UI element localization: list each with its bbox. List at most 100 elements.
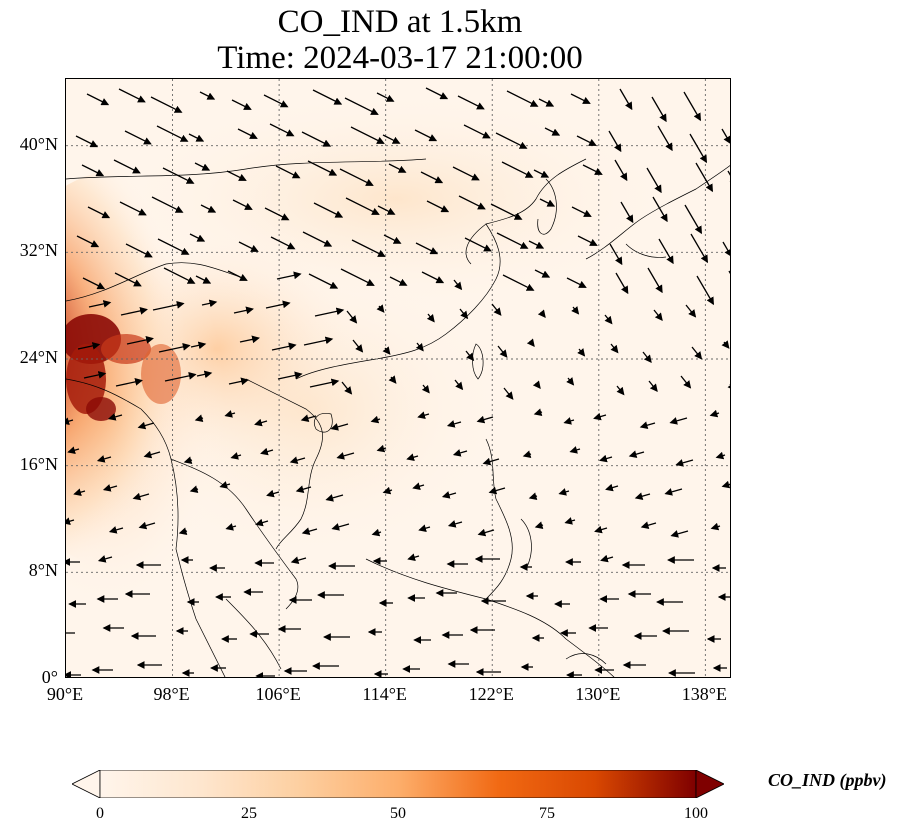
wind-arrow xyxy=(722,241,730,258)
wind-arrow xyxy=(233,306,254,315)
wind-arrow xyxy=(482,457,500,466)
wind-arrow xyxy=(646,167,662,194)
wind-arrow xyxy=(76,235,100,248)
wind-arrow xyxy=(118,88,146,103)
wind-arrow xyxy=(232,199,253,210)
wind-arrow xyxy=(415,342,424,352)
wind-arrow xyxy=(67,446,80,454)
wind-arrow xyxy=(309,378,340,388)
wind-arrow xyxy=(388,163,407,173)
wind-arrow xyxy=(83,371,107,379)
wind-arrow xyxy=(143,450,161,459)
wind-arrow xyxy=(528,492,538,500)
wind-arrow xyxy=(339,168,374,186)
wind-arrow xyxy=(225,523,237,531)
wind-arrow xyxy=(200,204,217,213)
wind-arrow xyxy=(138,521,156,530)
wind-arrow xyxy=(658,238,674,265)
wind-arrow xyxy=(227,270,248,281)
wind-arrow xyxy=(615,272,629,295)
wind-arrow xyxy=(336,452,355,460)
wind-arrow xyxy=(330,423,349,431)
wind-arrow xyxy=(691,346,703,360)
wind-arrow xyxy=(605,483,619,492)
colorbar-tick-label: 50 xyxy=(390,805,406,822)
wind-arrow xyxy=(238,241,259,252)
wind-arrow xyxy=(610,343,619,354)
lon-tick-label: 130°E xyxy=(575,684,621,704)
wind-arrow xyxy=(255,518,269,527)
wind-arrow xyxy=(538,98,555,107)
lon-tick-label: 90°E xyxy=(46,684,84,704)
wind-arrow xyxy=(558,488,570,496)
wind-arrow xyxy=(219,481,231,489)
wind-arrow xyxy=(412,482,425,490)
wind-arrow xyxy=(115,378,143,387)
wind-arrow xyxy=(563,417,575,425)
wind-arrow xyxy=(571,206,592,217)
wind-arrow xyxy=(452,166,480,181)
wind-arrow xyxy=(418,524,431,532)
wind-arrow xyxy=(178,527,188,535)
wind-arrow xyxy=(201,299,218,308)
wind-arrow xyxy=(415,242,439,255)
wind-arrow xyxy=(544,127,561,136)
wind-arrow xyxy=(263,94,289,108)
map-panel[interactable] xyxy=(65,78,731,678)
wind-arrow xyxy=(113,159,141,174)
lat-tick-label: 0° xyxy=(41,667,58,687)
wind-arrow xyxy=(389,276,408,286)
wind-arrow xyxy=(721,340,730,349)
wind-arrow xyxy=(114,272,142,287)
wind-arrow xyxy=(616,385,625,396)
wind-arrow xyxy=(388,375,397,384)
lon-tick-label: 122°E xyxy=(468,684,514,704)
wind-arrow xyxy=(594,525,608,534)
wind-arrow xyxy=(577,235,598,246)
wind-arrow xyxy=(576,135,597,146)
wind-arrow xyxy=(490,203,523,220)
wind-arrow xyxy=(495,132,528,149)
wind-arrow xyxy=(477,528,495,537)
wind-arrow xyxy=(537,309,546,319)
lat-tick-label: 40°N xyxy=(19,133,58,154)
colorbar-tick-label: 75 xyxy=(539,805,555,822)
wind-arrow xyxy=(526,338,535,348)
wind-arrow xyxy=(685,304,697,318)
wind-arrow xyxy=(264,207,290,221)
wind-arrow xyxy=(522,450,532,458)
wind-arrow xyxy=(651,96,667,123)
wind-arrow xyxy=(124,130,152,145)
wind-arrow xyxy=(370,415,381,424)
wind-vector-field xyxy=(66,87,730,677)
lat-tick-label: 32°N xyxy=(19,240,58,261)
wind-arrow xyxy=(289,456,306,464)
wind-arrow xyxy=(571,306,580,315)
wind-arrow xyxy=(137,421,155,430)
wind-arrow xyxy=(125,243,153,258)
wind-arrow xyxy=(157,238,190,255)
colorbar-max-extend xyxy=(695,769,725,799)
wind-arrow xyxy=(690,233,708,264)
wind-arrow xyxy=(376,444,387,453)
wind-arrow xyxy=(647,267,663,294)
wind-arrow xyxy=(194,162,211,171)
wind-arrow xyxy=(441,491,457,499)
wind-arrow xyxy=(664,488,683,496)
wind-arrow xyxy=(533,408,543,416)
wind-arrow xyxy=(308,273,339,289)
wind-arrow xyxy=(199,91,216,100)
wind-arrow xyxy=(331,523,350,531)
wind-arrow xyxy=(239,335,260,344)
wind-arrow xyxy=(376,304,385,313)
wind-arrow xyxy=(447,520,463,528)
wind-arrow xyxy=(634,492,651,500)
wind-arrow xyxy=(312,89,343,105)
wind-arrow xyxy=(680,375,692,389)
wind-arrow xyxy=(120,307,148,316)
wind-arrow xyxy=(577,348,586,357)
colorbar-gradient xyxy=(99,769,697,799)
wind-arrow xyxy=(382,486,393,495)
wind-arrow xyxy=(652,196,668,223)
colorbar-tick-label: 25 xyxy=(241,805,257,822)
